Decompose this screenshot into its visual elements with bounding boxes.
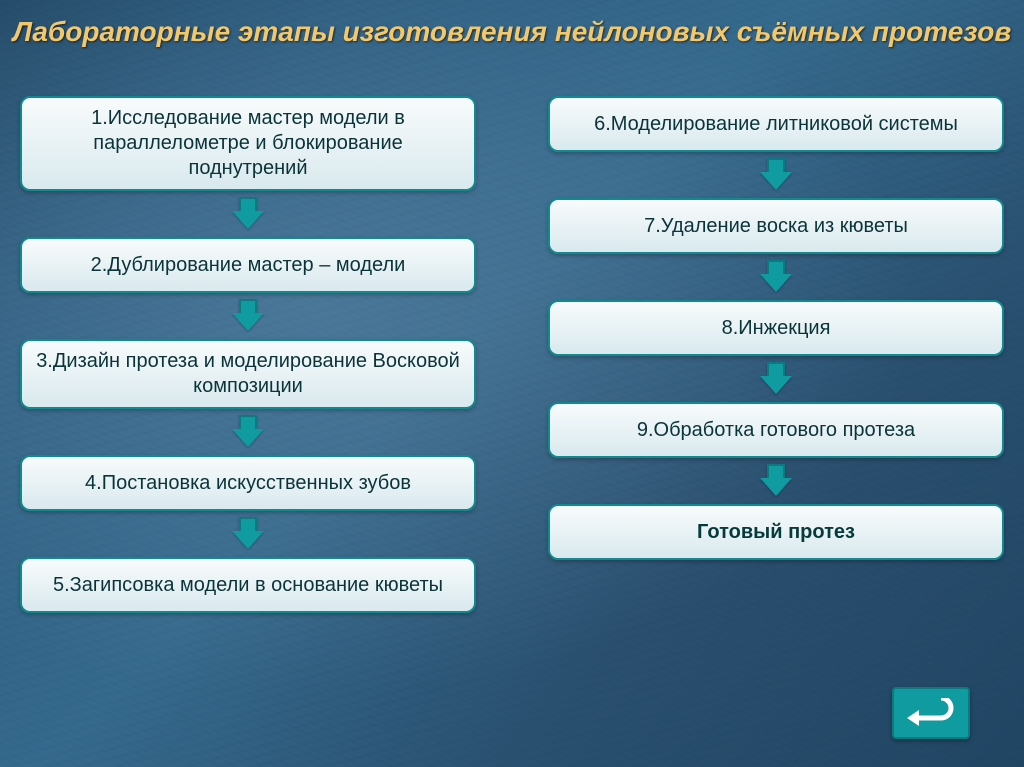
flow-arrow (760, 158, 792, 190)
flow-column-right: 6.Моделирование литниковой системы 7.Удал… (548, 96, 1004, 677)
return-button[interactable] (892, 687, 970, 739)
flow-step-box: 2.Дублирование мастер – модели (20, 237, 476, 293)
flow-step-label: 1.Исследование мастер модели в параллело… (36, 106, 460, 181)
flow-step-label: 3.Дизайн протеза и моделирование Восково… (36, 349, 460, 399)
flow-column-left: 1.Исследование мастер модели в параллело… (20, 96, 476, 677)
flow-step-box: 3.Дизайн протеза и моделирование Восково… (20, 339, 476, 409)
flow-step-box: 5.Загипсовка модели в основание кюветы (20, 557, 476, 613)
flow-arrow (760, 464, 792, 496)
flow-arrow (232, 197, 264, 229)
flow-arrow (760, 260, 792, 292)
flow-step-label: 4.Постановка искусственных зубов (85, 471, 411, 496)
flow-final-box: Готовый протез (548, 504, 1004, 560)
return-icon (907, 698, 955, 728)
flow-step-label: 7.Удаление воска из кюветы (644, 214, 908, 239)
flow-step-box: 4.Постановка искусственных зубов (20, 455, 476, 511)
flow-step-box: 7.Удаление воска из кюветы (548, 198, 1004, 254)
flow-step-label: 5.Загипсовка модели в основание кюветы (53, 573, 443, 598)
flow-step-label: 8.Инжекция (722, 316, 831, 341)
flow-step-box: 8.Инжекция (548, 300, 1004, 356)
flow-columns: 1.Исследование мастер модели в параллело… (20, 96, 1004, 677)
flow-arrow (232, 517, 264, 549)
flow-step-label: 9.Обработка готового протеза (637, 418, 915, 443)
flow-step-box: 1.Исследование мастер модели в параллело… (20, 96, 476, 191)
flow-arrow (232, 415, 264, 447)
flow-arrow (760, 362, 792, 394)
flow-step-label: 6.Моделирование литниковой системы (594, 112, 958, 137)
flow-step-box: 9.Обработка готового протеза (548, 402, 1004, 458)
slide-title: Лабораторные этапы изготовления нейлонов… (0, 14, 1024, 49)
flow-step-label: Готовый протез (697, 520, 855, 545)
flow-step-label: 2.Дублирование мастер – модели (91, 253, 406, 278)
flow-arrow (232, 299, 264, 331)
flow-step-box: 6.Моделирование литниковой системы (548, 96, 1004, 152)
